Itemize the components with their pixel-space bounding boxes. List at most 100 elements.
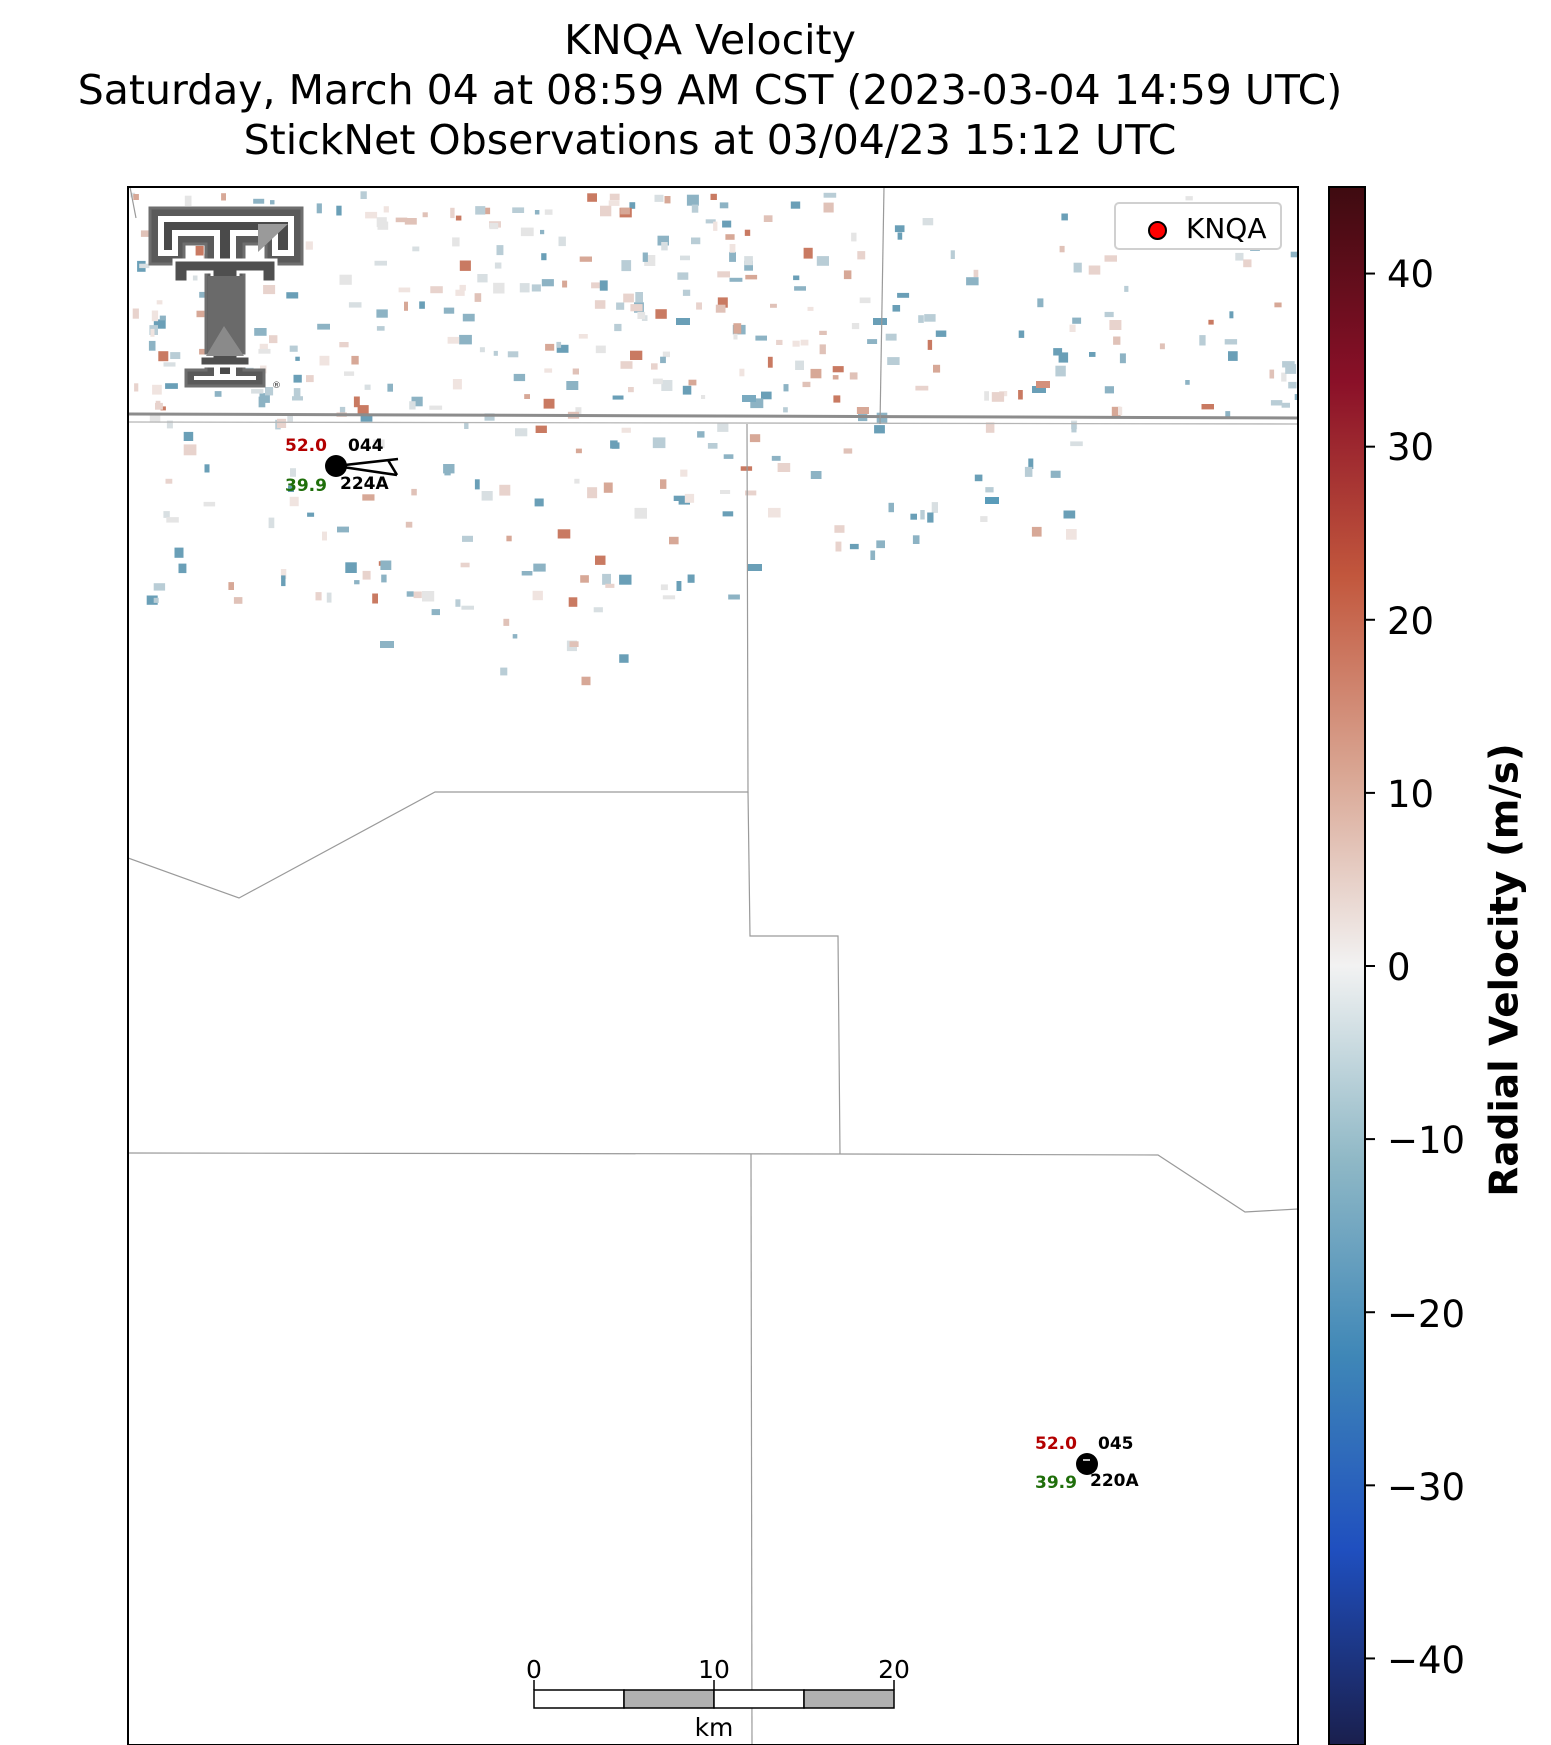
radar-pixel: [652, 437, 666, 449]
radar-pixel: [146, 595, 158, 605]
radar-pixel: [720, 490, 731, 494]
radar-pixel: [259, 343, 268, 352]
radar-pixel: [717, 422, 729, 432]
radar-pixel: [621, 427, 631, 433]
radar-pixel: [644, 255, 656, 266]
radar-pixel: [133, 194, 139, 200]
radar-pixel: [1113, 336, 1121, 345]
radar-pixel: [593, 607, 603, 613]
radar-pixel: [512, 207, 525, 213]
radar-pixel: [728, 594, 740, 600]
radar-pixel: [156, 300, 163, 305]
radar-pixel: [725, 234, 735, 240]
radar-pixel: [790, 201, 801, 209]
radar-pixel: [513, 373, 526, 382]
radar-pixel: [507, 351, 519, 358]
radar-pixel: [810, 368, 822, 379]
radar-pixel: [678, 500, 690, 505]
radar-pixel: [783, 384, 789, 392]
radar-pixel: [823, 192, 837, 198]
radar-pixel: [337, 526, 349, 533]
radar-pixel: [620, 207, 630, 215]
radar-pixel: [373, 439, 385, 448]
radar-pixel: [677, 272, 689, 280]
radar-pixel: [534, 498, 544, 507]
radar-pixel: [459, 260, 471, 271]
radar-pixel: [431, 609, 440, 616]
radar-pixel: [489, 222, 499, 230]
radar-pixel: [1199, 335, 1206, 346]
radar-pixel: [1037, 298, 1044, 308]
radar-pixel: [629, 202, 636, 209]
radar-pixel: [933, 364, 941, 373]
radar-pixel: [387, 383, 393, 392]
radar-pixel: [767, 356, 773, 368]
radar-pixel: [985, 422, 995, 433]
radar-pixel: [1224, 339, 1238, 345]
radar-pixel: [430, 286, 443, 294]
radar-pixel: [1073, 262, 1082, 273]
radar-pixel: [819, 330, 827, 335]
legend: KNQA: [1114, 202, 1282, 250]
radar-pixel: [183, 444, 197, 456]
radar-pixel: [499, 484, 511, 496]
radar-pixel: [1109, 320, 1122, 330]
radar-pixel: [305, 241, 313, 250]
station-045-code: 220A: [1090, 1471, 1139, 1491]
scale-bar-segment-2: [623, 1689, 715, 1709]
radar-pixel: [566, 381, 579, 390]
radar-pixel: [885, 333, 897, 341]
radar-pixel: [540, 229, 545, 235]
radar-pixel: [534, 210, 540, 215]
radar-pixel: [984, 391, 989, 401]
radar-pixel: [834, 525, 845, 533]
radar-pixel: [616, 302, 625, 310]
radar-pixel: [404, 301, 408, 311]
legend-marker: [1148, 221, 1167, 240]
radar-pixel: [745, 490, 757, 496]
radar-pixel: [1061, 213, 1068, 221]
radar-pixel: [697, 431, 705, 438]
radar-pixel: [609, 193, 620, 201]
radar-pixel: [519, 283, 530, 293]
radar-pixel: [365, 211, 378, 219]
radar-pixel: [556, 341, 562, 348]
radar-pixel: [203, 501, 216, 507]
radar-pixel: [591, 282, 604, 289]
radar-pixel: [918, 315, 924, 323]
radar-pixel: [357, 405, 369, 416]
radar-pixel: [380, 560, 392, 570]
radar-pixel: [524, 394, 530, 399]
radar-pixel: [452, 379, 462, 390]
radar-pixel: [715, 304, 726, 313]
radar-pixel: [835, 541, 842, 552]
radar-pixel: [610, 440, 618, 449]
radar-pixel: [642, 252, 648, 262]
scale-bar-segment-1: [533, 1689, 625, 1709]
radar-pixel: [339, 342, 349, 348]
radar-pixel: [719, 202, 729, 209]
radar-pixel: [707, 443, 718, 449]
radar-pixel: [1036, 381, 1050, 388]
station-045-marker: [1076, 1453, 1098, 1475]
radar-pixel: [729, 251, 736, 262]
station-045-temperature: 52.0: [1035, 1434, 1077, 1454]
radar-pixel: [851, 232, 857, 242]
legend-label: KNQA: [1186, 212, 1267, 245]
radar-pixel: [680, 469, 688, 477]
radar-pixel: [1124, 285, 1129, 292]
radar-pixel: [405, 521, 413, 528]
radar-pixel: [1066, 529, 1077, 540]
radar-pixel: [295, 356, 300, 361]
radar-pixel: [263, 285, 276, 295]
radar-pixel: [315, 592, 322, 601]
radar-pixel: [691, 237, 701, 245]
scale-bar-label-20: 20: [878, 1655, 910, 1684]
radar-pixel: [419, 301, 425, 309]
radar-pixel: [165, 383, 178, 389]
radar-pixel: [980, 516, 988, 522]
radar-pixel: [800, 339, 809, 346]
radar-pixel: [170, 352, 181, 359]
radar-pixel: [652, 378, 663, 385]
radar-pixel: [545, 343, 555, 351]
